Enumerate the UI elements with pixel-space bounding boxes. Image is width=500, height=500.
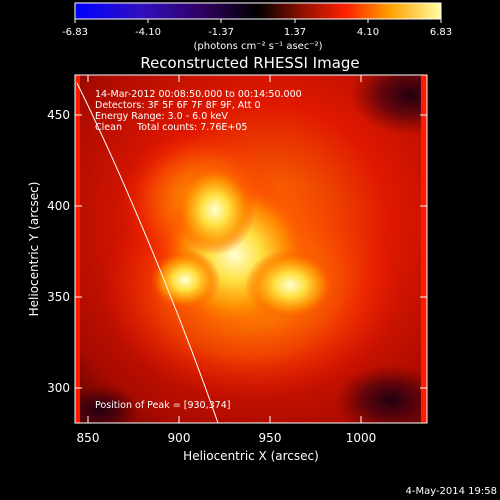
x-tick-label: 1000 bbox=[346, 431, 377, 445]
plot-frame bbox=[74, 74, 428, 424]
y-tick-label: 300 bbox=[47, 381, 70, 395]
y-tick-label: 350 bbox=[47, 290, 70, 304]
clean-counts-text: Clean Total counts: 7.76E+05 bbox=[95, 122, 247, 133]
colorbar-tick-label: 4.10 bbox=[357, 27, 379, 38]
colorbar-tick-label: -1.37 bbox=[208, 27, 234, 38]
detectors-text: Detectors: 3F 5F 6F 7F 8F 9F, Att 0 bbox=[95, 100, 261, 111]
colorbar-tick-label: -4.10 bbox=[135, 27, 161, 38]
footer-date: 4-May-2014 19:58 bbox=[405, 486, 497, 497]
image-edge-strip bbox=[421, 75, 427, 423]
x-tick-label: 900 bbox=[168, 431, 191, 445]
x-axis-ticks bbox=[87, 75, 362, 423]
x-tick-label: 850 bbox=[77, 431, 100, 445]
peak-position-text: Position of Peak = [930,374] bbox=[95, 400, 230, 411]
colorbar-ticks bbox=[74, 19, 442, 23]
image-edge-strip bbox=[75, 75, 80, 423]
colorbar-tick-label: 6.83 bbox=[430, 27, 452, 38]
y-axis-ticks bbox=[75, 114, 427, 389]
colorbar-tick-label: 1.37 bbox=[284, 27, 306, 38]
y-tick-label: 400 bbox=[47, 199, 70, 213]
time-range-text: 14-Mar-2012 00:08:50.000 to 00:14:50.000 bbox=[95, 89, 302, 100]
x-axis-label: Heliocentric X (arcsec) bbox=[183, 449, 319, 463]
energy-range-text: Energy Range: 3.0 - 6.0 keV bbox=[95, 111, 228, 122]
colorbar bbox=[74, 2, 442, 20]
y-tick-label: 450 bbox=[47, 108, 70, 122]
plot-title: Reconstructed RHESSI Image bbox=[140, 54, 359, 72]
rhessi-image bbox=[75, 75, 427, 423]
y-axis-label: Heliocentric Y (arcsec) bbox=[27, 182, 41, 317]
solar-limb-line bbox=[76, 82, 219, 424]
x-tick-label: 950 bbox=[259, 431, 282, 445]
colorbar-unit-label: (photons cm⁻² s⁻¹ asec⁻²) bbox=[193, 41, 322, 52]
colorbar-tick-label: -6.83 bbox=[62, 27, 88, 38]
